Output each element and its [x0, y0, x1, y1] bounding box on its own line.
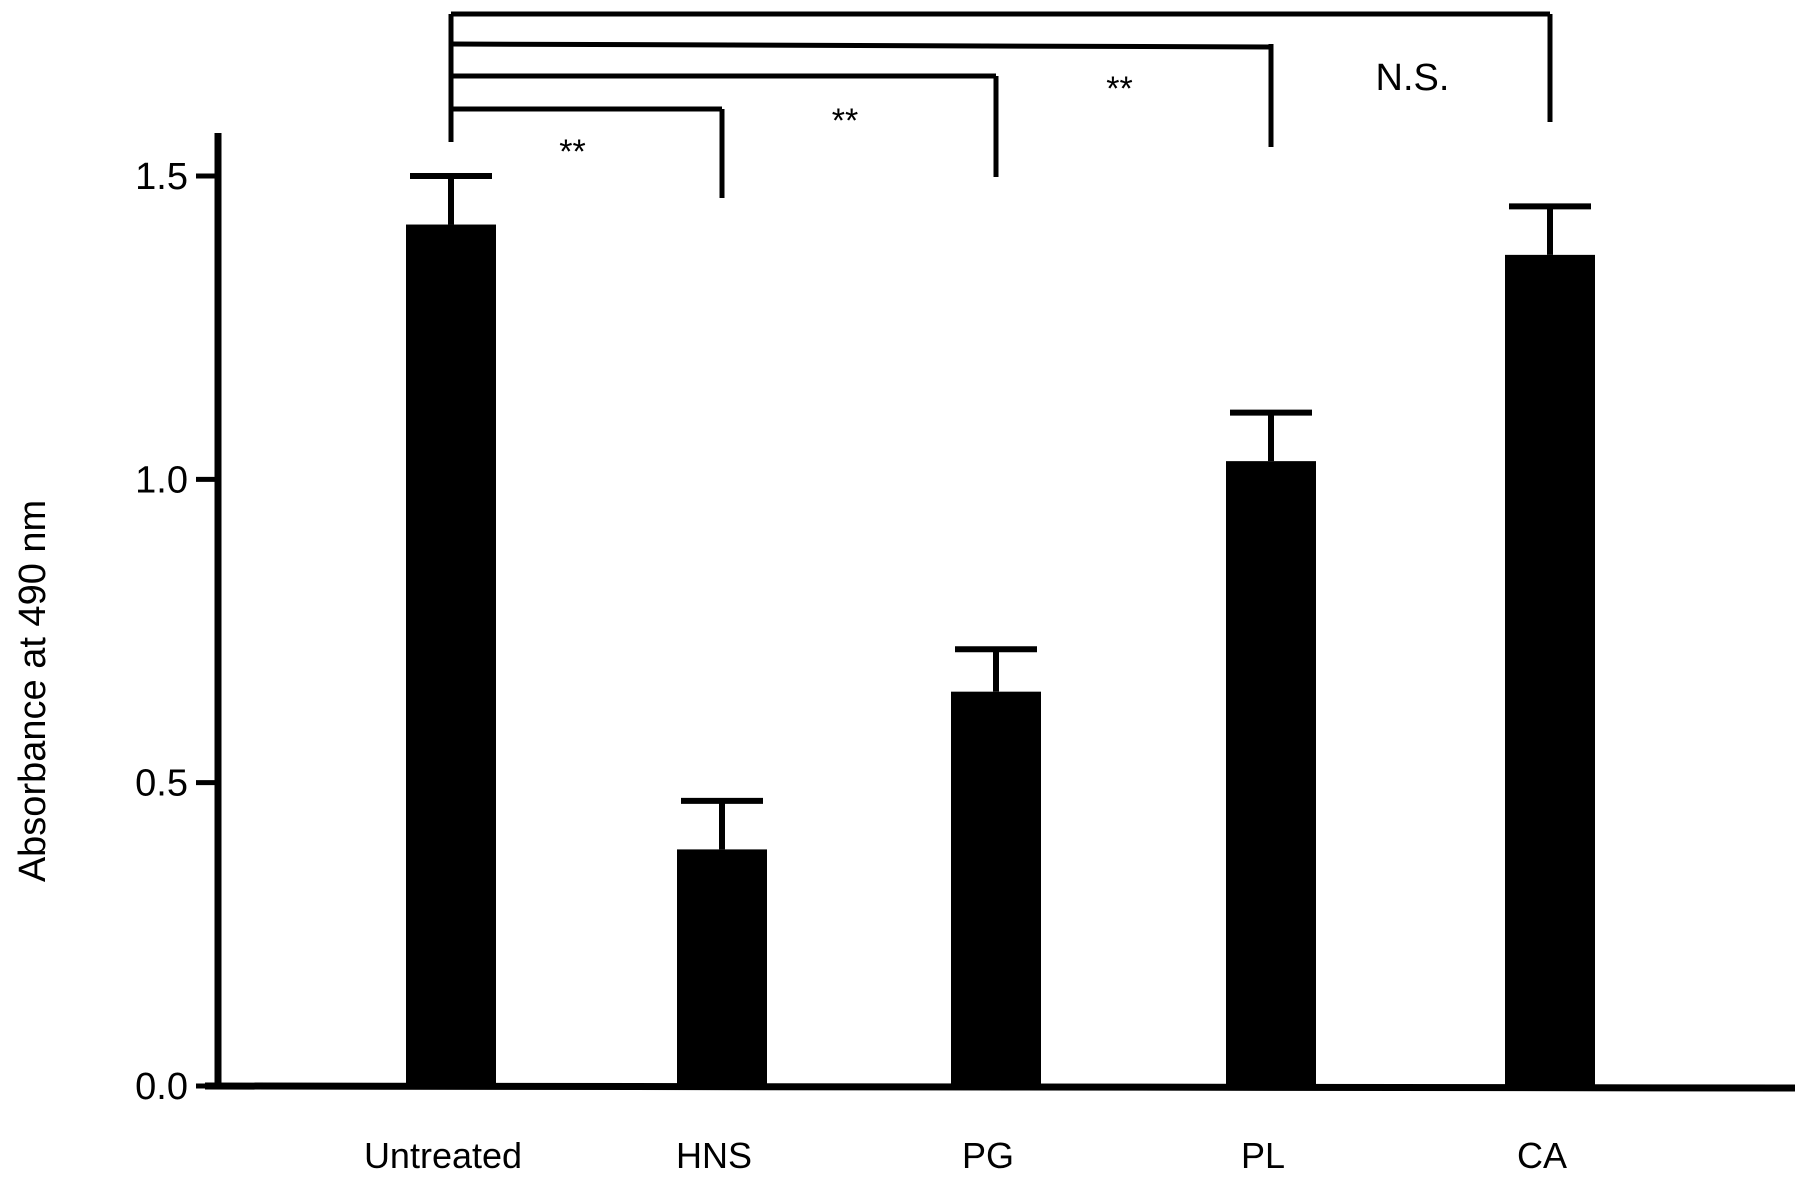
bracket-bar-pl [450, 41, 1272, 50]
significance-label-hns: ** [559, 133, 585, 171]
bar-untreated [406, 224, 496, 1087]
y-tick-label: 1.5 [135, 156, 188, 198]
x-tick-label-untreated: Untreated [364, 1135, 522, 1176]
significance-label-ca: N.S. [1376, 57, 1450, 99]
x-tick-label-pl: PL [1241, 1135, 1285, 1176]
y-tick-label: 1.0 [135, 459, 188, 501]
bar-pg [951, 691, 1041, 1086]
x-tick-label-ca: CA [1517, 1135, 1567, 1176]
significance-brackets [448, 11, 1553, 198]
axes [196, 133, 1796, 1092]
x-tick-label-pg: PG [962, 1135, 1014, 1176]
bar-ca [1505, 254, 1595, 1086]
x-tick-label-hns: HNS [676, 1135, 752, 1176]
x-axis-line [204, 1082, 1796, 1092]
significance-label-pg: ** [832, 102, 858, 140]
y-axis-title: Absorbance at 490 nm [12, 500, 54, 882]
labels: 0.0 0.5 1.0 1.5 Absorbance at 490 nm Untreate… [12, 57, 1567, 1176]
bar-hns [677, 849, 767, 1086]
bars [406, 224, 1595, 1087]
error-bars [410, 173, 1591, 850]
significance-label-pl: ** [1106, 70, 1132, 108]
y-tick-label: 0.5 [135, 763, 188, 805]
y-tick-label: 0.0 [135, 1066, 188, 1108]
bar-pl [1226, 461, 1316, 1087]
